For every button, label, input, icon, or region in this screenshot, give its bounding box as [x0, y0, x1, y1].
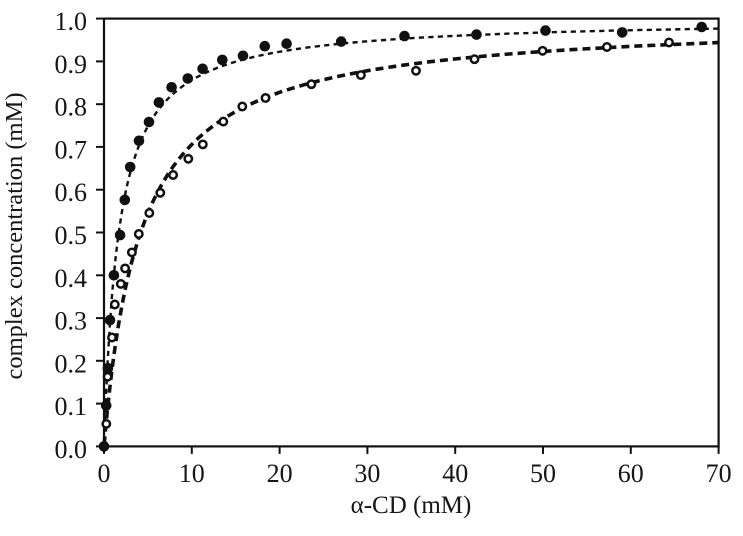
- svg-text:0.3: 0.3: [55, 307, 88, 336]
- svg-text:0.4: 0.4: [55, 264, 88, 293]
- svg-text:0.5: 0.5: [55, 221, 88, 250]
- svg-text:complex concentration (mM): complex concentration (mM): [1, 92, 28, 379]
- svg-text:60: 60: [618, 459, 644, 488]
- svg-text:α-CD (mM): α-CD (mM): [351, 492, 472, 519]
- svg-text:0.0: 0.0: [55, 435, 88, 464]
- svg-text:0.1: 0.1: [55, 392, 88, 421]
- svg-text:0.7: 0.7: [55, 135, 88, 164]
- svg-text:30: 30: [354, 459, 380, 488]
- svg-text:0.8: 0.8: [55, 93, 88, 122]
- svg-text:0.9: 0.9: [55, 50, 88, 79]
- svg-text:10: 10: [179, 459, 205, 488]
- svg-text:50: 50: [530, 459, 556, 488]
- svg-text:0.2: 0.2: [55, 349, 88, 378]
- svg-text:1.0: 1.0: [55, 7, 88, 36]
- svg-text:0.6: 0.6: [55, 178, 88, 207]
- svg-text:0: 0: [98, 459, 111, 488]
- svg-text:70: 70: [706, 459, 732, 488]
- svg-text:20: 20: [267, 459, 293, 488]
- svg-text:40: 40: [442, 459, 468, 488]
